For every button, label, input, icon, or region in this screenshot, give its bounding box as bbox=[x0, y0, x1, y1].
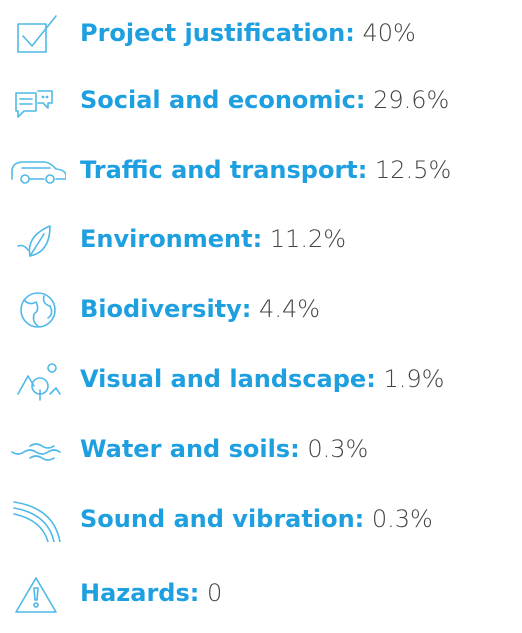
item: Environment: 11.2% bbox=[0, 212, 522, 268]
globe-icon bbox=[20, 292, 56, 328]
item-value: 12.5% bbox=[375, 156, 452, 184]
item-text: Social and economic: 29.6% bbox=[80, 83, 449, 117]
item-label: Water and soils: bbox=[80, 435, 300, 463]
item-label: Environment: bbox=[80, 225, 263, 253]
item-text: Environment: 11.2% bbox=[80, 222, 346, 256]
leaf-icon bbox=[17, 225, 51, 257]
item-value: 0 bbox=[206, 579, 223, 607]
item-label: Sound and vibration: bbox=[80, 505, 365, 533]
item-label: Social and economic: bbox=[80, 86, 366, 114]
item: Visual and landscape: 1.9% bbox=[0, 352, 522, 408]
item-label: Visual and landscape: bbox=[80, 365, 376, 393]
item-label: Project justification: bbox=[80, 19, 355, 47]
item-text: Hazards: 0 bbox=[80, 576, 222, 610]
item-text: Water and soils: 0.3% bbox=[80, 432, 368, 466]
item-label: Biodiversity: bbox=[80, 295, 252, 323]
landscape-icon bbox=[17, 363, 61, 401]
item-text: Sound and vibration: 0.3% bbox=[80, 502, 433, 536]
item-text: Visual and landscape: 1.9% bbox=[80, 362, 444, 396]
item-value: 0.3% bbox=[307, 435, 369, 463]
item: Traffic and transport: 12.5% bbox=[0, 143, 522, 199]
item: Social and economic: 29.6% bbox=[0, 73, 522, 129]
item: Hazards: 0 bbox=[0, 566, 522, 622]
chat-icon bbox=[15, 90, 53, 118]
hazard-icon bbox=[15, 577, 57, 613]
item-label: Traffic and transport: bbox=[80, 156, 368, 184]
item-value: 0.3% bbox=[371, 505, 433, 533]
item-text: Traffic and transport: 12.5% bbox=[80, 153, 451, 187]
item: Biodiversity: 4.4% bbox=[0, 282, 522, 338]
sound-icon bbox=[13, 501, 61, 542]
item-label: Hazards: bbox=[80, 579, 200, 607]
item-value: 1.9% bbox=[383, 365, 445, 393]
item-text: Biodiversity: 4.4% bbox=[80, 292, 320, 326]
car-icon bbox=[11, 161, 66, 184]
item-text: Project justification: 40% bbox=[80, 16, 416, 50]
item: Project justification: 40% bbox=[0, 6, 522, 62]
item: Water and soils: 0.3% bbox=[0, 422, 522, 478]
item-value: 11.2% bbox=[269, 225, 347, 253]
check-icon bbox=[17, 15, 57, 53]
water-icon bbox=[11, 443, 61, 461]
item-value: 4.4% bbox=[259, 295, 321, 323]
item-value: 40% bbox=[362, 19, 416, 47]
item: Sound and vibration: 0.3% bbox=[0, 492, 522, 548]
item-value: 29.6% bbox=[373, 86, 450, 114]
